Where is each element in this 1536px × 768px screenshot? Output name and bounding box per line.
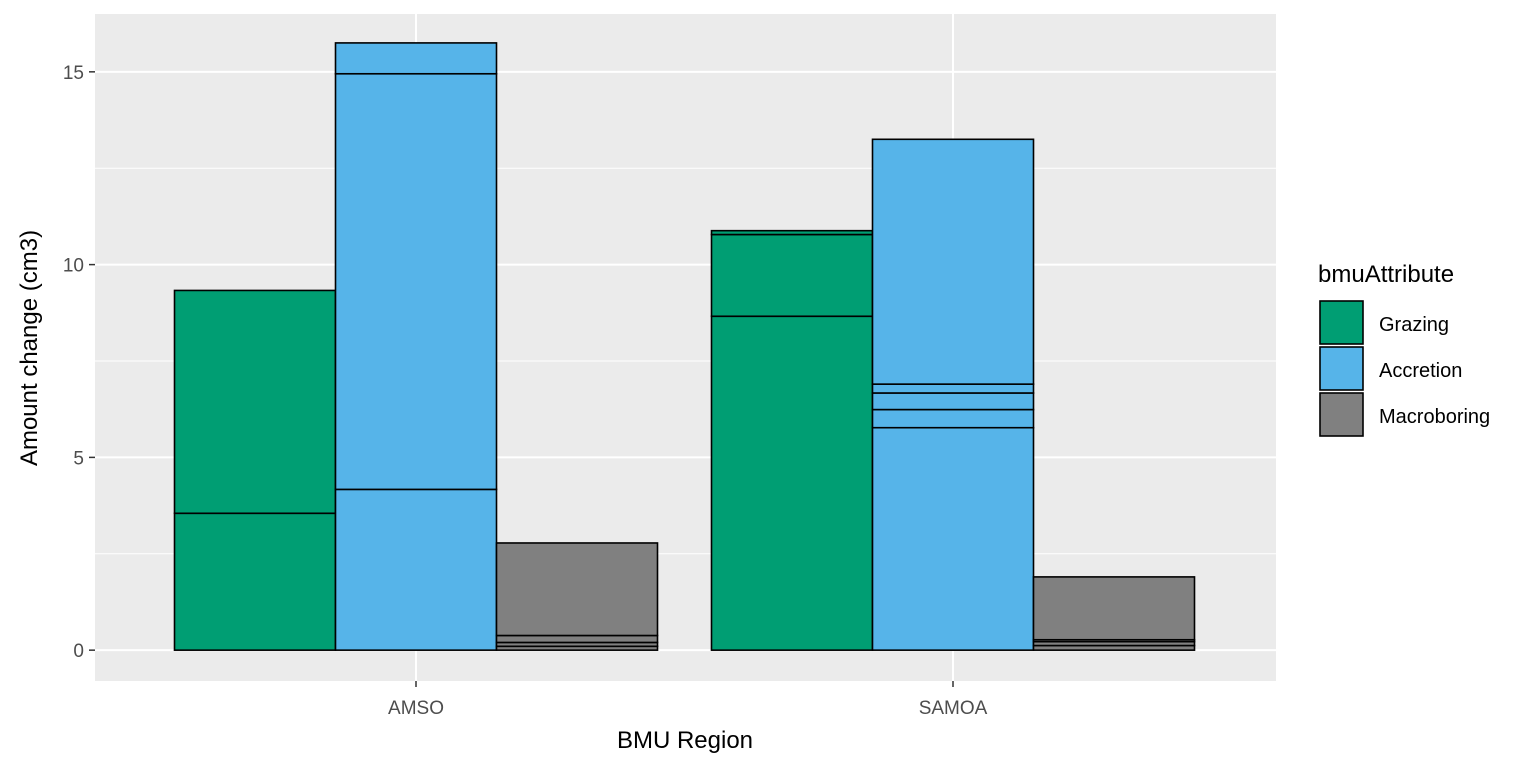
x-axis: AMSO SAMOA (388, 681, 988, 719)
bar-segment-samoa-accretion (871, 408, 1035, 429)
legend-label-grazing: Grazing (1379, 314, 1449, 336)
y-tick-label: 0 (73, 641, 84, 662)
bar-segment-samoa-accretion (871, 426, 1035, 651)
bar-segment-amso-macroboring (495, 634, 659, 644)
legend-title: bmuAttribute (1318, 261, 1454, 288)
y-axis-title: Amount change (cm3) (16, 230, 43, 466)
bar-segment-samoa-grazing (710, 315, 874, 651)
y-axis: 0 5 10 15 (63, 63, 95, 662)
y-tick-label: 10 (63, 256, 84, 277)
bar-segment-samoa-grazing (710, 229, 874, 236)
bar-segment-amso-macroboring (495, 542, 659, 637)
x-axis-title: BMU Region (617, 727, 753, 754)
bar-segment-amso-accretion (334, 42, 498, 75)
bar-segment-samoa-accretion (871, 392, 1035, 411)
bar-segment-samoa-grazing (710, 233, 874, 318)
legend-key-macroboring (1319, 392, 1364, 437)
legend-key-grazing (1319, 300, 1364, 345)
legend-label-macroboring: Macroboring (1379, 406, 1490, 428)
bar-segment-samoa-accretion (871, 383, 1035, 394)
x-tick-label: SAMOA (919, 698, 988, 719)
x-tick-label: AMSO (388, 698, 444, 719)
y-tick-label: 5 (73, 448, 84, 469)
bar-segment-amso-grazing (173, 289, 337, 515)
legend: bmuAttribute Grazing Accretion Macroboring (1318, 261, 1490, 437)
y-tick-label: 15 (63, 63, 84, 84)
bars (173, 42, 1196, 651)
legend-key-accretion (1319, 346, 1364, 391)
bar-segment-amso-grazing (173, 512, 337, 651)
bar-segment-amso-accretion (334, 488, 498, 651)
legend-label-accretion: Accretion (1379, 360, 1462, 382)
bar-segment-samoa-macroboring (1032, 576, 1196, 641)
bar-segment-amso-accretion (334, 72, 498, 491)
bar-segment-samoa-accretion (871, 138, 1035, 385)
